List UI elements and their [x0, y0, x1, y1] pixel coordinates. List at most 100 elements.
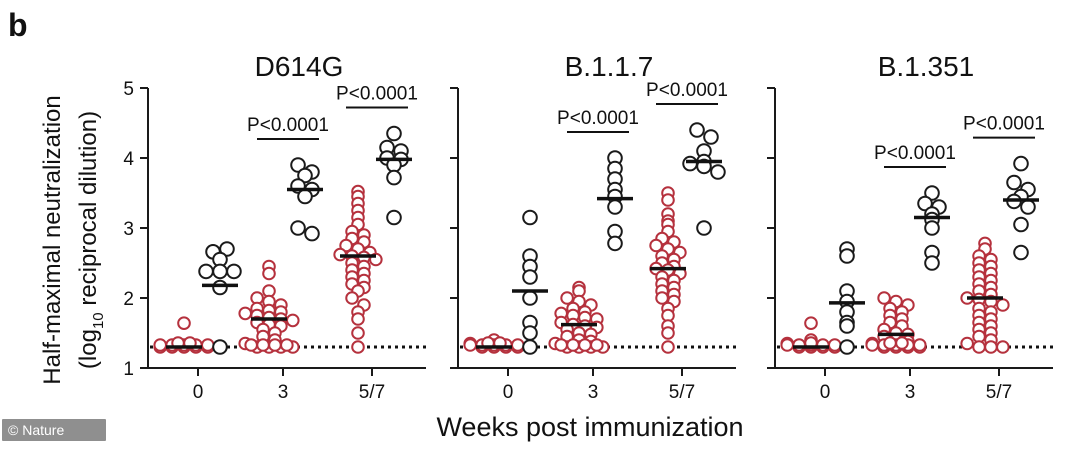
data-point — [839, 248, 855, 264]
y-axis-label-line2-sub: 10 — [90, 312, 107, 329]
data-point — [351, 326, 365, 340]
data-point — [827, 338, 842, 352]
panel-0: D614G 1 2 3 4 5 0 3 5/7 P<0.0001 P<0.0001 — [123, 51, 426, 403]
p-value-label: P<0.0001 — [963, 114, 1045, 135]
data-point — [198, 263, 214, 280]
data-point — [703, 129, 719, 145]
copyright-watermark: © Nature — [2, 419, 106, 441]
data-point — [682, 155, 698, 172]
data-point — [280, 338, 294, 352]
data-point — [386, 169, 402, 186]
data-point — [522, 209, 538, 226]
data-point — [262, 266, 276, 281]
data-point — [200, 338, 215, 352]
data-point — [984, 340, 998, 354]
data-point — [661, 193, 675, 207]
x-tick-label: 3 — [905, 382, 916, 403]
data-point — [522, 290, 538, 306]
data-point — [804, 316, 818, 331]
y-tick-label: 2 — [123, 289, 134, 310]
data-point — [351, 340, 365, 354]
data-point — [655, 291, 669, 305]
panel-1: B.1.1.7 0 3 5/7 P<0.0001 P<0.0001 — [450, 51, 736, 403]
data-point — [463, 338, 478, 352]
y-axis-label-line2-post: reciprocal dilution) — [75, 111, 102, 312]
data-point — [351, 312, 365, 326]
data-point — [560, 291, 574, 305]
data-point — [578, 338, 592, 352]
y-tick-label: 5 — [123, 79, 134, 100]
data-point — [792, 338, 806, 352]
data-point — [607, 199, 623, 215]
data-point — [1020, 199, 1036, 215]
data-point — [285, 313, 300, 328]
data-point — [865, 338, 880, 352]
x-tick-label: 0 — [820, 382, 831, 403]
p-value-label: P<0.0001 — [646, 80, 728, 101]
data-point — [510, 338, 525, 352]
x-tick-label: 5/7 — [359, 382, 385, 403]
data-point — [554, 338, 568, 352]
x-tick-label: 5/7 — [669, 382, 695, 403]
data-point — [1013, 244, 1029, 261]
data-point — [386, 209, 402, 226]
panel-title: D614G — [255, 51, 344, 82]
data-point — [780, 338, 795, 352]
data-point — [297, 188, 313, 205]
data-point — [522, 325, 538, 341]
x-tick-label: 5/7 — [986, 382, 1012, 403]
data-point — [177, 316, 191, 331]
data-point — [212, 279, 228, 296]
data-point — [924, 255, 940, 271]
x-tick-label: 3 — [588, 382, 599, 403]
x-axis-label: Weeks post immunization — [436, 412, 743, 442]
data-point — [256, 338, 270, 352]
data-point — [972, 340, 986, 354]
p-value-label: P<0.0001 — [247, 115, 329, 136]
data-point — [895, 336, 909, 350]
data-point — [212, 263, 228, 280]
y-tick-label: 3 — [123, 219, 134, 240]
data-point — [839, 318, 855, 334]
data-point — [226, 263, 242, 280]
data-point — [345, 291, 359, 305]
y-axis-label-line2-pre: (log — [75, 329, 102, 369]
x-tick-label: 3 — [278, 382, 289, 403]
panel-title: B.1.1.7 — [565, 51, 654, 82]
panel-2: B.1.351 0 3 5/7 P<0.0001 P<0.0001 — [767, 51, 1053, 403]
data-point — [386, 125, 402, 142]
data-point — [917, 195, 933, 212]
data-point — [696, 220, 712, 236]
data-point — [839, 339, 855, 355]
data-point — [661, 340, 675, 354]
data-point — [661, 326, 675, 340]
p-value-label: P<0.0001 — [557, 108, 639, 129]
data-point — [912, 338, 927, 352]
data-point — [1013, 216, 1029, 233]
y-tick-label: 4 — [123, 149, 134, 170]
data-point — [996, 298, 1010, 312]
data-point — [960, 336, 974, 351]
data-point — [566, 338, 580, 352]
panel-title: B.1.351 — [878, 51, 975, 82]
data-point — [996, 340, 1010, 354]
data-point — [212, 339, 228, 355]
data-point — [689, 122, 705, 138]
data-point — [1013, 155, 1029, 172]
data-point — [883, 336, 897, 350]
data-point — [297, 167, 313, 184]
p-value-label: P<0.0001 — [336, 84, 418, 105]
data-point — [238, 306, 253, 321]
data-point — [290, 157, 306, 173]
data-point — [304, 225, 320, 242]
data-point — [268, 338, 282, 352]
p-value-label: P<0.0001 — [874, 143, 956, 164]
data-point — [710, 164, 726, 180]
data-point — [522, 339, 538, 355]
data-point — [649, 238, 663, 253]
y-tick-label: 1 — [123, 359, 134, 380]
data-point — [290, 220, 306, 236]
data-point — [816, 338, 830, 352]
x-tick-label: 0 — [193, 382, 204, 403]
